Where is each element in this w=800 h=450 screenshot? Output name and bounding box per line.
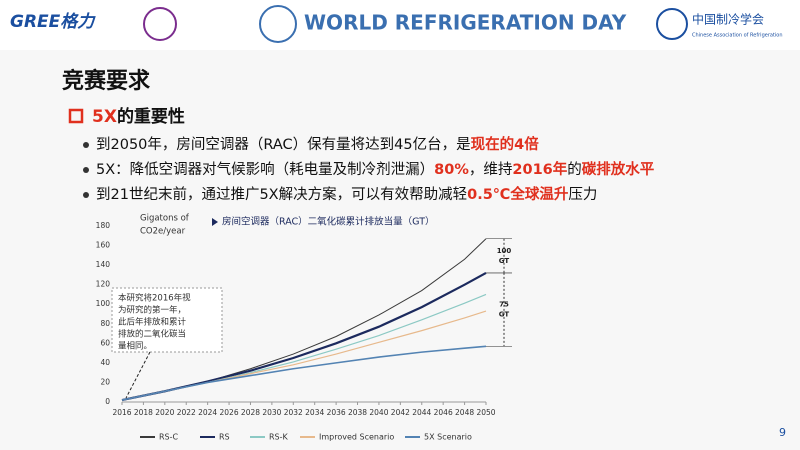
bracket-label: GT [499,257,510,265]
legend-label: RS [219,433,230,442]
x-tick-label: 2040 [369,408,388,417]
note-line: 量相同。 [118,341,152,352]
bullet-text: 5X：降低空调器对气候影响（耗电量及制冷剂泄漏）80%，维持2016年的碳排放水… [96,160,655,178]
y-tick-label: 100 [96,299,111,308]
bullet-text: 到21世纪末前，通过推广5X解决方案，可以有效帮助减轻0.5℃全球温升压力 [96,185,597,203]
x-tick-label: 2038 [348,408,367,417]
x-tick-label: 2024 [198,408,217,417]
x-tick-label: 2048 [455,408,474,417]
text-segment: 到21世纪末前，通过推广5X解决方案，可以有效帮助减轻 [96,185,467,203]
y-tick-label: 120 [96,280,111,289]
car-logo [656,8,688,40]
bullet-dot [83,192,89,198]
chart-title: 房间空调器（RAC）二氧化碳累计排放当量（GT） [222,216,435,228]
x-tick-label: 2016 [112,408,131,417]
y-tick-label: 60 [100,338,110,347]
y-tick-label: 0 [105,397,110,406]
y-tick-label: 160 [96,241,111,250]
x-tick-label: 2020 [155,408,174,417]
subheading-box [68,108,84,124]
text-segment: 80% [434,162,469,178]
y-tick-label: 20 [100,377,110,386]
legend-label: RS-C [159,433,179,442]
text-segment: 2016年 [512,160,567,178]
series-line [121,345,487,401]
center-logo: WORLD REFRIGERATION DAY [304,11,627,35]
x-tick-label: 2042 [391,408,410,417]
wrd-logo [259,5,297,43]
bullets: 到2050年，房间空调器（RAC）保有量将达到45亿台，是现在的4倍 5X：降低空… [83,135,655,203]
note-arrow [125,351,151,399]
note-box [111,287,223,353]
y-axis-label: Gigatons of [140,214,190,224]
y-tick-label: 40 [100,358,110,367]
x-tick-label: 2028 [241,408,260,417]
note-line: 排放的二氧化碳当 [118,329,186,340]
text-segment: 5X [92,107,117,127]
legend-label: RS-K [269,433,289,442]
x-tick-label: 2046 [434,408,453,417]
x-tick-label: 2030 [262,408,281,417]
text-segment: 到2050年，房间空调器（RAC）保有量将达到45亿台，是 [96,136,471,153]
text-segment: 的重要性 [117,106,185,127]
y-tick-label: 180 [96,221,111,230]
x-tick-label: 2036 [327,408,346,417]
left-logo: GREE格力 [10,12,96,32]
x-tick-label: 2026 [220,408,239,417]
bullet-dot [83,167,89,173]
text-segment: 碳排放水平 [582,160,655,178]
y-axis-label: CO2e/year [140,227,186,237]
header-bar [0,0,800,50]
note-line: 本研究将2016年视 [118,293,191,304]
bracket-label: 75 [499,301,509,309]
bracket-label: GT [499,311,510,319]
text-segment: 0.5℃全球温升 [467,185,569,203]
university-logo [143,7,177,41]
x-tick-label: 2018 [134,408,153,417]
text-segment: 压力 [568,186,597,203]
legend-label: Improved Scenario [319,433,394,442]
y-tick-label: 80 [100,319,110,328]
slide-title: 竞赛要求 [62,68,150,94]
x-tick-label: 2022 [177,408,196,417]
right-logo: 中国制冷学会 [692,12,764,27]
note-line: 此后年排放和累计 [118,317,187,328]
y-tick-label: 140 [96,260,111,269]
text-segment: ，维持 [469,161,513,178]
text-segment: 的 [567,161,582,178]
x-tick-label: 2034 [305,408,324,417]
page-number: 9 [779,426,786,439]
bullet-text: 到2050年，房间空调器（RAC）保有量将达到45亿台，是现在的4倍 [96,135,539,153]
bracket-label: 100 [497,247,512,255]
text-segment: 现在的4倍 [471,135,540,153]
note-line: 为研究的第一年， [118,305,186,316]
right-logo-sub: Chinese Association of Refrigeration [692,33,783,39]
x-tick-label: 2044 [412,408,431,417]
x-tick-label: 2050 [476,408,495,417]
x-tick-label: 2032 [284,408,303,417]
bullet-dot [83,142,89,148]
text-segment: 5X：降低空调器对气候影响（耗电量及制冷剂泄漏） [96,161,434,178]
title-marker [212,218,218,226]
subheading: 5X的重要性 [92,106,185,127]
legend-label: 5X Scenario [424,433,472,442]
